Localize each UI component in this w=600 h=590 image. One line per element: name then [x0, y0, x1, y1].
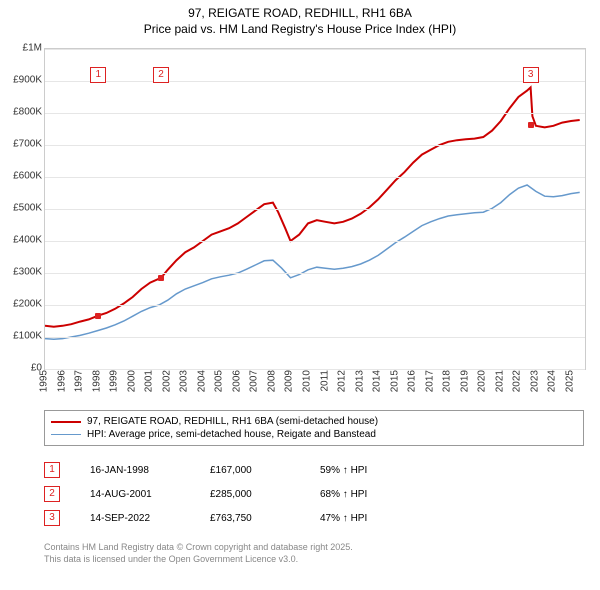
y-tick-label: £300K	[2, 267, 42, 278]
x-tick-label: 2006	[231, 370, 242, 392]
x-tick-label: 1999	[109, 370, 120, 392]
x-tick-label: 2025	[564, 370, 575, 392]
sale-dot	[158, 275, 164, 281]
sale-dot	[528, 122, 534, 128]
legend-swatch	[51, 421, 81, 423]
series-line-price_paid	[45, 87, 580, 326]
y-tick-label: £1M	[2, 43, 42, 54]
x-tick-label: 2007	[249, 370, 260, 392]
x-tick-label: 1996	[56, 370, 67, 392]
x-tick-label: 2010	[301, 370, 312, 392]
marker-delta: 59% ↑ HPI	[320, 465, 367, 476]
marker-date: 14-AUG-2001	[90, 489, 180, 500]
x-tick-label: 2008	[266, 370, 277, 392]
x-tick-label: 2001	[144, 370, 155, 392]
marker-row: 1 16-JAN-1998 £167,000 59% ↑ HPI	[44, 458, 584, 482]
attribution: Contains HM Land Registry data © Crown c…	[44, 542, 584, 565]
marker-delta: 68% ↑ HPI	[320, 489, 367, 500]
x-tick-label: 2015	[389, 370, 400, 392]
x-tick-label: 2000	[126, 370, 137, 392]
x-tick-label: 2011	[319, 370, 330, 392]
attribution-line: This data is licensed under the Open Gov…	[44, 554, 584, 566]
legend-label: HPI: Average price, semi-detached house,…	[87, 429, 376, 440]
x-tick-label: 2003	[179, 370, 190, 392]
marker-badge: 3	[44, 510, 60, 526]
marker-row: 3 14-SEP-2022 £763,750 47% ↑ HPI	[44, 506, 584, 530]
marker-date: 16-JAN-1998	[90, 465, 180, 476]
sale-markers-table: 1 16-JAN-1998 £167,000 59% ↑ HPI 2 14-AU…	[44, 458, 584, 530]
marker-price: £285,000	[210, 489, 290, 500]
sale-marker-badge: 2	[153, 67, 169, 83]
x-tick-label: 2004	[196, 370, 207, 392]
x-tick-label: 1998	[91, 370, 102, 392]
marker-row: 2 14-AUG-2001 £285,000 68% ↑ HPI	[44, 482, 584, 506]
y-tick-label: £100K	[2, 331, 42, 342]
x-tick-label: 2024	[547, 370, 558, 392]
title-line-2: Price paid vs. HM Land Registry's House …	[0, 22, 600, 38]
y-tick-label: £400K	[2, 235, 42, 246]
plot-area: 1 2 3	[44, 48, 586, 370]
legend-swatch	[51, 434, 81, 435]
marker-badge: 1	[44, 462, 60, 478]
x-tick-label: 2020	[477, 370, 488, 392]
x-tick-label: 2018	[442, 370, 453, 392]
y-tick-label: £600K	[2, 171, 42, 182]
legend-row: 97, REIGATE ROAD, REDHILL, RH1 6BA (semi…	[51, 415, 577, 428]
attribution-line: Contains HM Land Registry data © Crown c…	[44, 542, 584, 554]
x-tick-label: 2017	[424, 370, 435, 392]
y-tick-label: £0	[2, 363, 42, 374]
marker-date: 14-SEP-2022	[90, 513, 180, 524]
legend-label: 97, REIGATE ROAD, REDHILL, RH1 6BA (semi…	[87, 416, 378, 427]
y-tick-label: £200K	[2, 299, 42, 310]
x-tick-label: 2012	[337, 370, 348, 392]
x-tick-label: 2019	[459, 370, 470, 392]
y-tick-label: £800K	[2, 107, 42, 118]
x-tick-label: 2016	[407, 370, 418, 392]
x-tick-label: 2005	[214, 370, 225, 392]
marker-price: £167,000	[210, 465, 290, 476]
chart-container: 97, REIGATE ROAD, REDHILL, RH1 6BA Price…	[0, 0, 600, 590]
x-tick-label: 2021	[494, 370, 505, 392]
sale-dot	[95, 313, 101, 319]
x-tick-label: 2002	[161, 370, 172, 392]
y-tick-label: £900K	[2, 75, 42, 86]
chart-title: 97, REIGATE ROAD, REDHILL, RH1 6BA Price…	[0, 0, 600, 37]
marker-badge: 2	[44, 486, 60, 502]
legend-row: HPI: Average price, semi-detached house,…	[51, 428, 577, 441]
y-tick-label: £700K	[2, 139, 42, 150]
marker-delta: 47% ↑ HPI	[320, 513, 367, 524]
x-tick-label: 2023	[529, 370, 540, 392]
x-tick-label: 2009	[284, 370, 295, 392]
marker-price: £763,750	[210, 513, 290, 524]
legend: 97, REIGATE ROAD, REDHILL, RH1 6BA (semi…	[44, 410, 584, 446]
x-tick-label: 2013	[354, 370, 365, 392]
y-tick-label: £500K	[2, 203, 42, 214]
sale-marker-badge: 1	[90, 67, 106, 83]
x-tick-label: 1997	[74, 370, 85, 392]
x-tick-label: 2014	[372, 370, 383, 392]
title-line-1: 97, REIGATE ROAD, REDHILL, RH1 6BA	[0, 6, 600, 22]
x-tick-label: 1995	[39, 370, 50, 392]
sale-marker-badge: 3	[523, 67, 539, 83]
x-tick-label: 2022	[512, 370, 523, 392]
